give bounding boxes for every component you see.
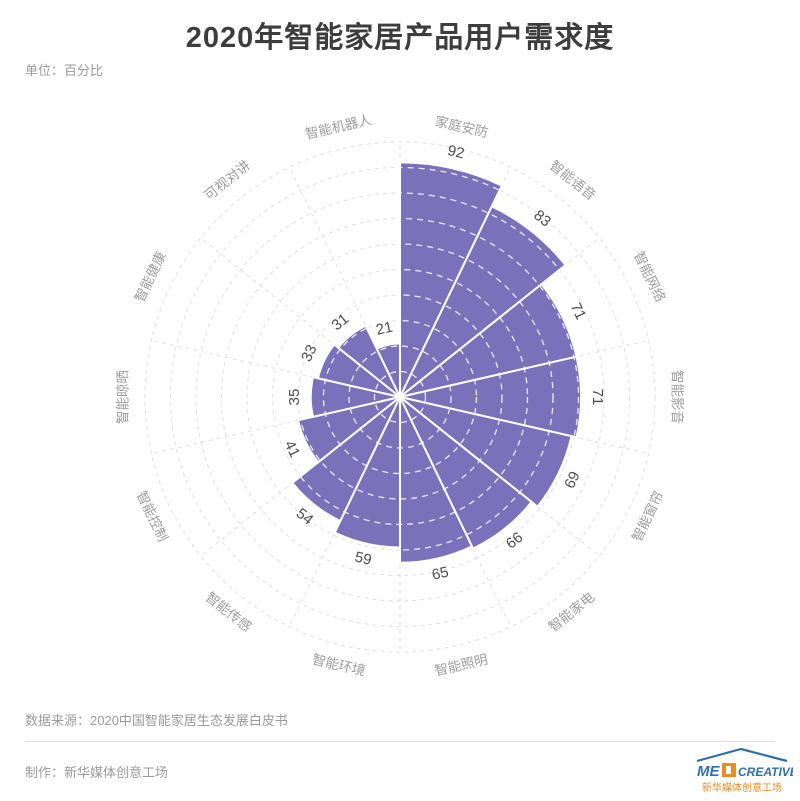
- grid-ring: [144, 141, 656, 653]
- inner-grid-ring: [292, 166, 582, 563]
- category-label: 智能环境: [311, 652, 367, 679]
- page-title: 2020年智能家居产品用户需求度: [185, 22, 615, 54]
- sector-可视对讲: [336, 324, 401, 398]
- value-label: 35: [286, 389, 303, 406]
- category-label: 可视对讲: [202, 158, 254, 203]
- inner-ring-dashes: [292, 166, 582, 563]
- chart-area: 92 83 71 71 69 66 65 59 54 41 35 33 31 21 家庭安防智能语音智能网络…: [0, 88, 800, 698]
- inner-grid-ring: [292, 217, 580, 563]
- sector-智能传感: [290, 396, 401, 523]
- value-label: 83: [530, 207, 554, 231]
- sector-智能健康: [316, 343, 401, 398]
- category-label: 智能窗帘: [628, 488, 666, 544]
- sector-智能影音: [399, 355, 583, 439]
- sector-智能语音: [399, 204, 567, 398]
- sector-智能环境: [333, 396, 401, 549]
- value-label: 71: [567, 300, 590, 322]
- category-label: 智能机器人: [304, 112, 374, 142]
- category-label: 智能家电: [545, 589, 597, 635]
- value-label: 31: [329, 310, 353, 334]
- logo-door-inner-icon: [726, 766, 731, 774]
- category-label: 智能健康: [131, 248, 169, 304]
- value-label: 71: [589, 389, 606, 406]
- category-label: 智能照明: [433, 652, 489, 679]
- value-labels: 92 83 71 71 69 66 65 59 54 41 35 33 31 21: [281, 142, 606, 584]
- value-label: 92: [446, 142, 466, 162]
- inner-grid-ring: [292, 268, 529, 526]
- value-label: 21: [374, 319, 394, 339]
- category-label: 智能语音: [547, 157, 599, 203]
- category-label: 智能晾晒: [116, 370, 131, 424]
- category-label: 家庭安防: [434, 113, 490, 141]
- category-label: 智能传感: [203, 589, 255, 635]
- inner-grid-ring: [292, 192, 582, 563]
- unit-label: 单位：百分比: [25, 63, 104, 78]
- value-label: 59: [353, 549, 373, 569]
- rose-sectors: [290, 161, 583, 564]
- footer-divider: [25, 741, 775, 742]
- value-label: 69: [561, 469, 584, 491]
- sector-智能机器人: [375, 342, 401, 398]
- value-label: 54: [293, 505, 317, 529]
- sector-智能照明: [399, 396, 474, 564]
- inner-grid-ring: [373, 370, 427, 424]
- value-label: 65: [430, 564, 450, 584]
- logo-roof-icon: [696, 747, 788, 763]
- brand-logo: ME CREATIVE 新华媒体创意工场: [693, 746, 799, 796]
- value-label: 41: [281, 438, 304, 460]
- made-by-label: 制作：新华媒体创意工场: [25, 765, 169, 780]
- logo-text-left: ME: [697, 763, 720, 780]
- sector-智能控制: [296, 396, 401, 464]
- category-label: 智能影音: [669, 370, 685, 424]
- data-source-label: 数据来源：2020中国智能家居生态发展白皮书: [25, 713, 288, 728]
- sector-智能晾晒: [309, 375, 401, 419]
- category-label: 智能网络: [631, 249, 668, 305]
- logo-text-right: CREATIVE: [738, 765, 793, 779]
- inner-grid-ring: [348, 345, 452, 449]
- value-label: 66: [503, 529, 527, 553]
- inner-grid-ring: [322, 319, 478, 475]
- rose-chart: 92 83 71 71 69 66 65 59 54 41 35 33 31 21 家庭安防智能语音智能网络…: [116, 112, 686, 679]
- logo-text-cn: 新华媒体创意工场: [702, 781, 782, 794]
- value-label: 33: [298, 342, 321, 364]
- inner-grid-ring: [292, 243, 554, 551]
- sector-智能家电: [399, 396, 533, 550]
